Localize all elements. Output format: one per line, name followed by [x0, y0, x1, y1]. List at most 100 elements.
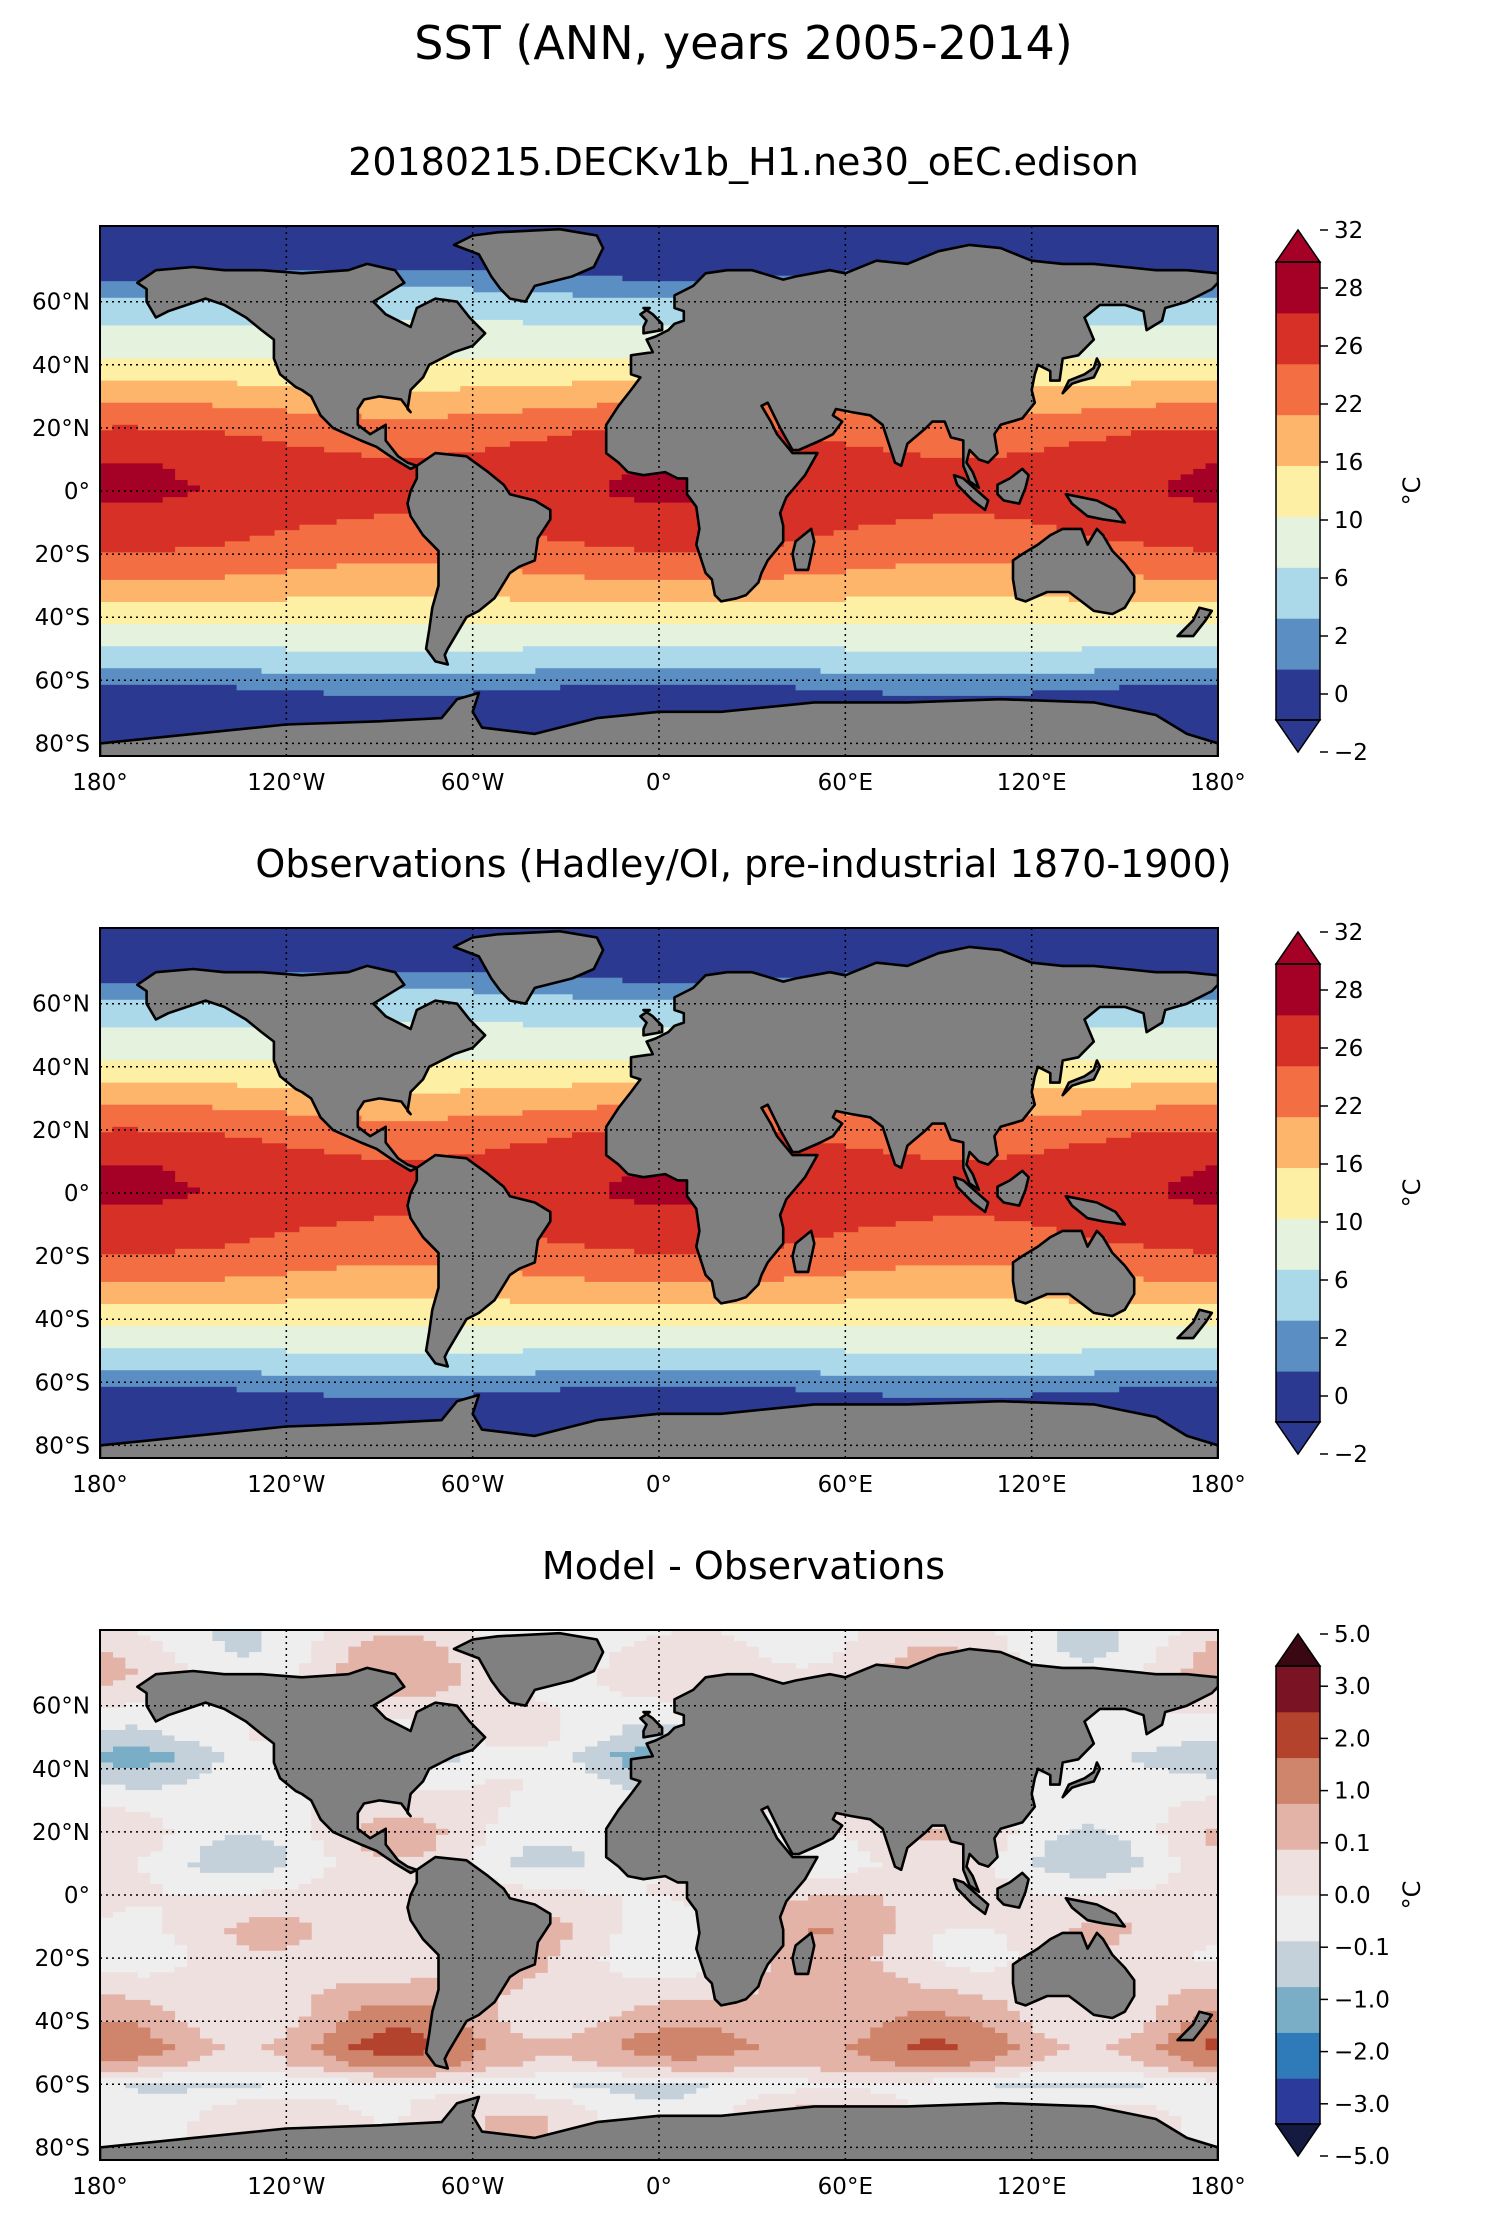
contour-cell: [857, 1867, 995, 1874]
contour-cell: [1019, 386, 1218, 393]
land-greenland: [452, 227, 605, 303]
contour-cell: [100, 2093, 1218, 2100]
contour-cell: [100, 1220, 337, 1227]
lat-tick-label: 60°S: [35, 668, 90, 694]
contour-cell: [236, 1939, 300, 1946]
contour-cell: [882, 2022, 983, 2029]
contour-cell: [1155, 402, 1218, 409]
colorbar-segment: [1276, 669, 1320, 721]
colorbar-label: °C: [1398, 477, 1426, 506]
contour-cell: [311, 1999, 499, 2006]
contour-cell: [584, 1242, 784, 1249]
contour-cell: [236, 1386, 561, 1393]
contour-cell: [1168, 1845, 1218, 1852]
lat-tick-label: 0°: [64, 1883, 90, 1909]
contour-cell: [100, 1270, 287, 1277]
contour-cell: [100, 2049, 163, 2056]
lat-tick-label: 40°S: [35, 1307, 90, 1333]
contour-cell: [808, 1895, 884, 1902]
contour-cell: [100, 1641, 163, 1648]
contour-cell: [100, 1845, 163, 1852]
contour-cell: [1193, 2060, 1218, 2067]
land-africa-eurasia: [604, 945, 1218, 1305]
contour-cell: [845, 1872, 995, 1879]
contour-cell: [1168, 1994, 1218, 2001]
contour-cell: [100, 380, 238, 387]
lon-tick-label: 120°W: [247, 2174, 325, 2200]
contour-cell: [100, 1983, 1218, 1990]
contour-cell: [286, 972, 523, 979]
map-frame: [99, 927, 1219, 1459]
colorbar-segment: [1276, 618, 1320, 670]
contour-cell: [373, 1817, 424, 1824]
contour-cell: [286, 645, 523, 652]
lon-tick-label: 180°: [1190, 1472, 1245, 1498]
contour-cell: [373, 2049, 424, 2056]
contour-cell: [1168, 2049, 1218, 2056]
land-new-guinea: [1064, 492, 1127, 524]
colorbar-segment: [1276, 1986, 1320, 2033]
contour-cell: [100, 562, 337, 569]
contour-cell: [857, 1839, 1008, 1846]
contour-cell: [857, 1635, 1008, 1642]
contour-cell: [1168, 1806, 1218, 1813]
contour-cell: [100, 2005, 163, 2012]
contour-cell: [572, 2033, 1045, 2040]
contour-cell: [857, 2049, 1008, 2056]
contour-cell: [435, 1762, 586, 1769]
contour-cell: [1168, 1834, 1218, 1841]
panel-observations: 60°N 40°N 20°N 0° 20°S 40°S 60°S 80°S 180° 120°W 6…: [32, 920, 1426, 1498]
contour-cell: [100, 1784, 126, 1791]
contour-cell: [100, 1812, 151, 1819]
panel-3-title: Model - Observations: [541, 1544, 946, 1588]
contour-cell: [100, 1895, 623, 1902]
contour-cell: [360, 1834, 436, 1841]
contour-cell: [1193, 1248, 1218, 1255]
contour-cell: [100, 1110, 287, 1117]
contour-cell: [1180, 1801, 1218, 1808]
contour-cell: [1006, 1734, 1218, 1741]
contour-cell: [100, 999, 1218, 1006]
contour-cell: [100, 446, 325, 453]
lat-tick-label: 20°S: [35, 1244, 90, 1270]
contour-cell: [1068, 1143, 1218, 1150]
contour-cell: [100, 1828, 1070, 1835]
land-australia: [1011, 1931, 1136, 2020]
contour-cell: [360, 1839, 436, 1846]
lon-tick-label: 180°: [1190, 770, 1245, 796]
contour-cell: [100, 1652, 176, 1659]
contour-cell: [460, 1264, 896, 1271]
contour-cell: [100, 529, 275, 536]
contour-cell: [758, 1950, 884, 1957]
contour-cell: [1155, 1652, 1218, 1659]
contour-cell: [100, 2044, 176, 2051]
contour-cell: [907, 2044, 958, 2051]
contour-cell: [460, 1751, 573, 1758]
contour-cell: [100, 1132, 225, 1139]
contour-cell: [1205, 2044, 1218, 2051]
contour-cell: [100, 1999, 151, 2006]
land-new-guinea: [1064, 1194, 1127, 1226]
colorbar-tick-label: 6: [1334, 566, 1349, 592]
contour-cell: [336, 1856, 474, 1863]
contour-cell: [100, 1198, 163, 1205]
contour-cell: [1143, 573, 1218, 580]
land-sumatra: [952, 473, 990, 512]
contour-cell: [100, 2088, 1218, 2095]
contour-cell: [100, 1193, 188, 1200]
contour-cell: [1131, 1082, 1218, 1089]
contour-cell: [733, 1994, 983, 2001]
contour-cell: [100, 1966, 1218, 1973]
contour-cell: [522, 568, 846, 575]
contour-cell: [199, 2110, 362, 2117]
colorbar-segment: [1276, 465, 1320, 517]
land-new-zealand: [1176, 606, 1214, 638]
contour-cell: [100, 1977, 1218, 1984]
contour-cell: [100, 1630, 138, 1637]
land-japan: [1061, 1059, 1102, 1097]
contour-cell: [261, 667, 536, 674]
colorbar-segment: [1276, 262, 1320, 314]
contour-cell: [708, 2082, 995, 2089]
land-africa-eurasia: [604, 243, 1218, 603]
contour-cell: [100, 1187, 200, 1194]
